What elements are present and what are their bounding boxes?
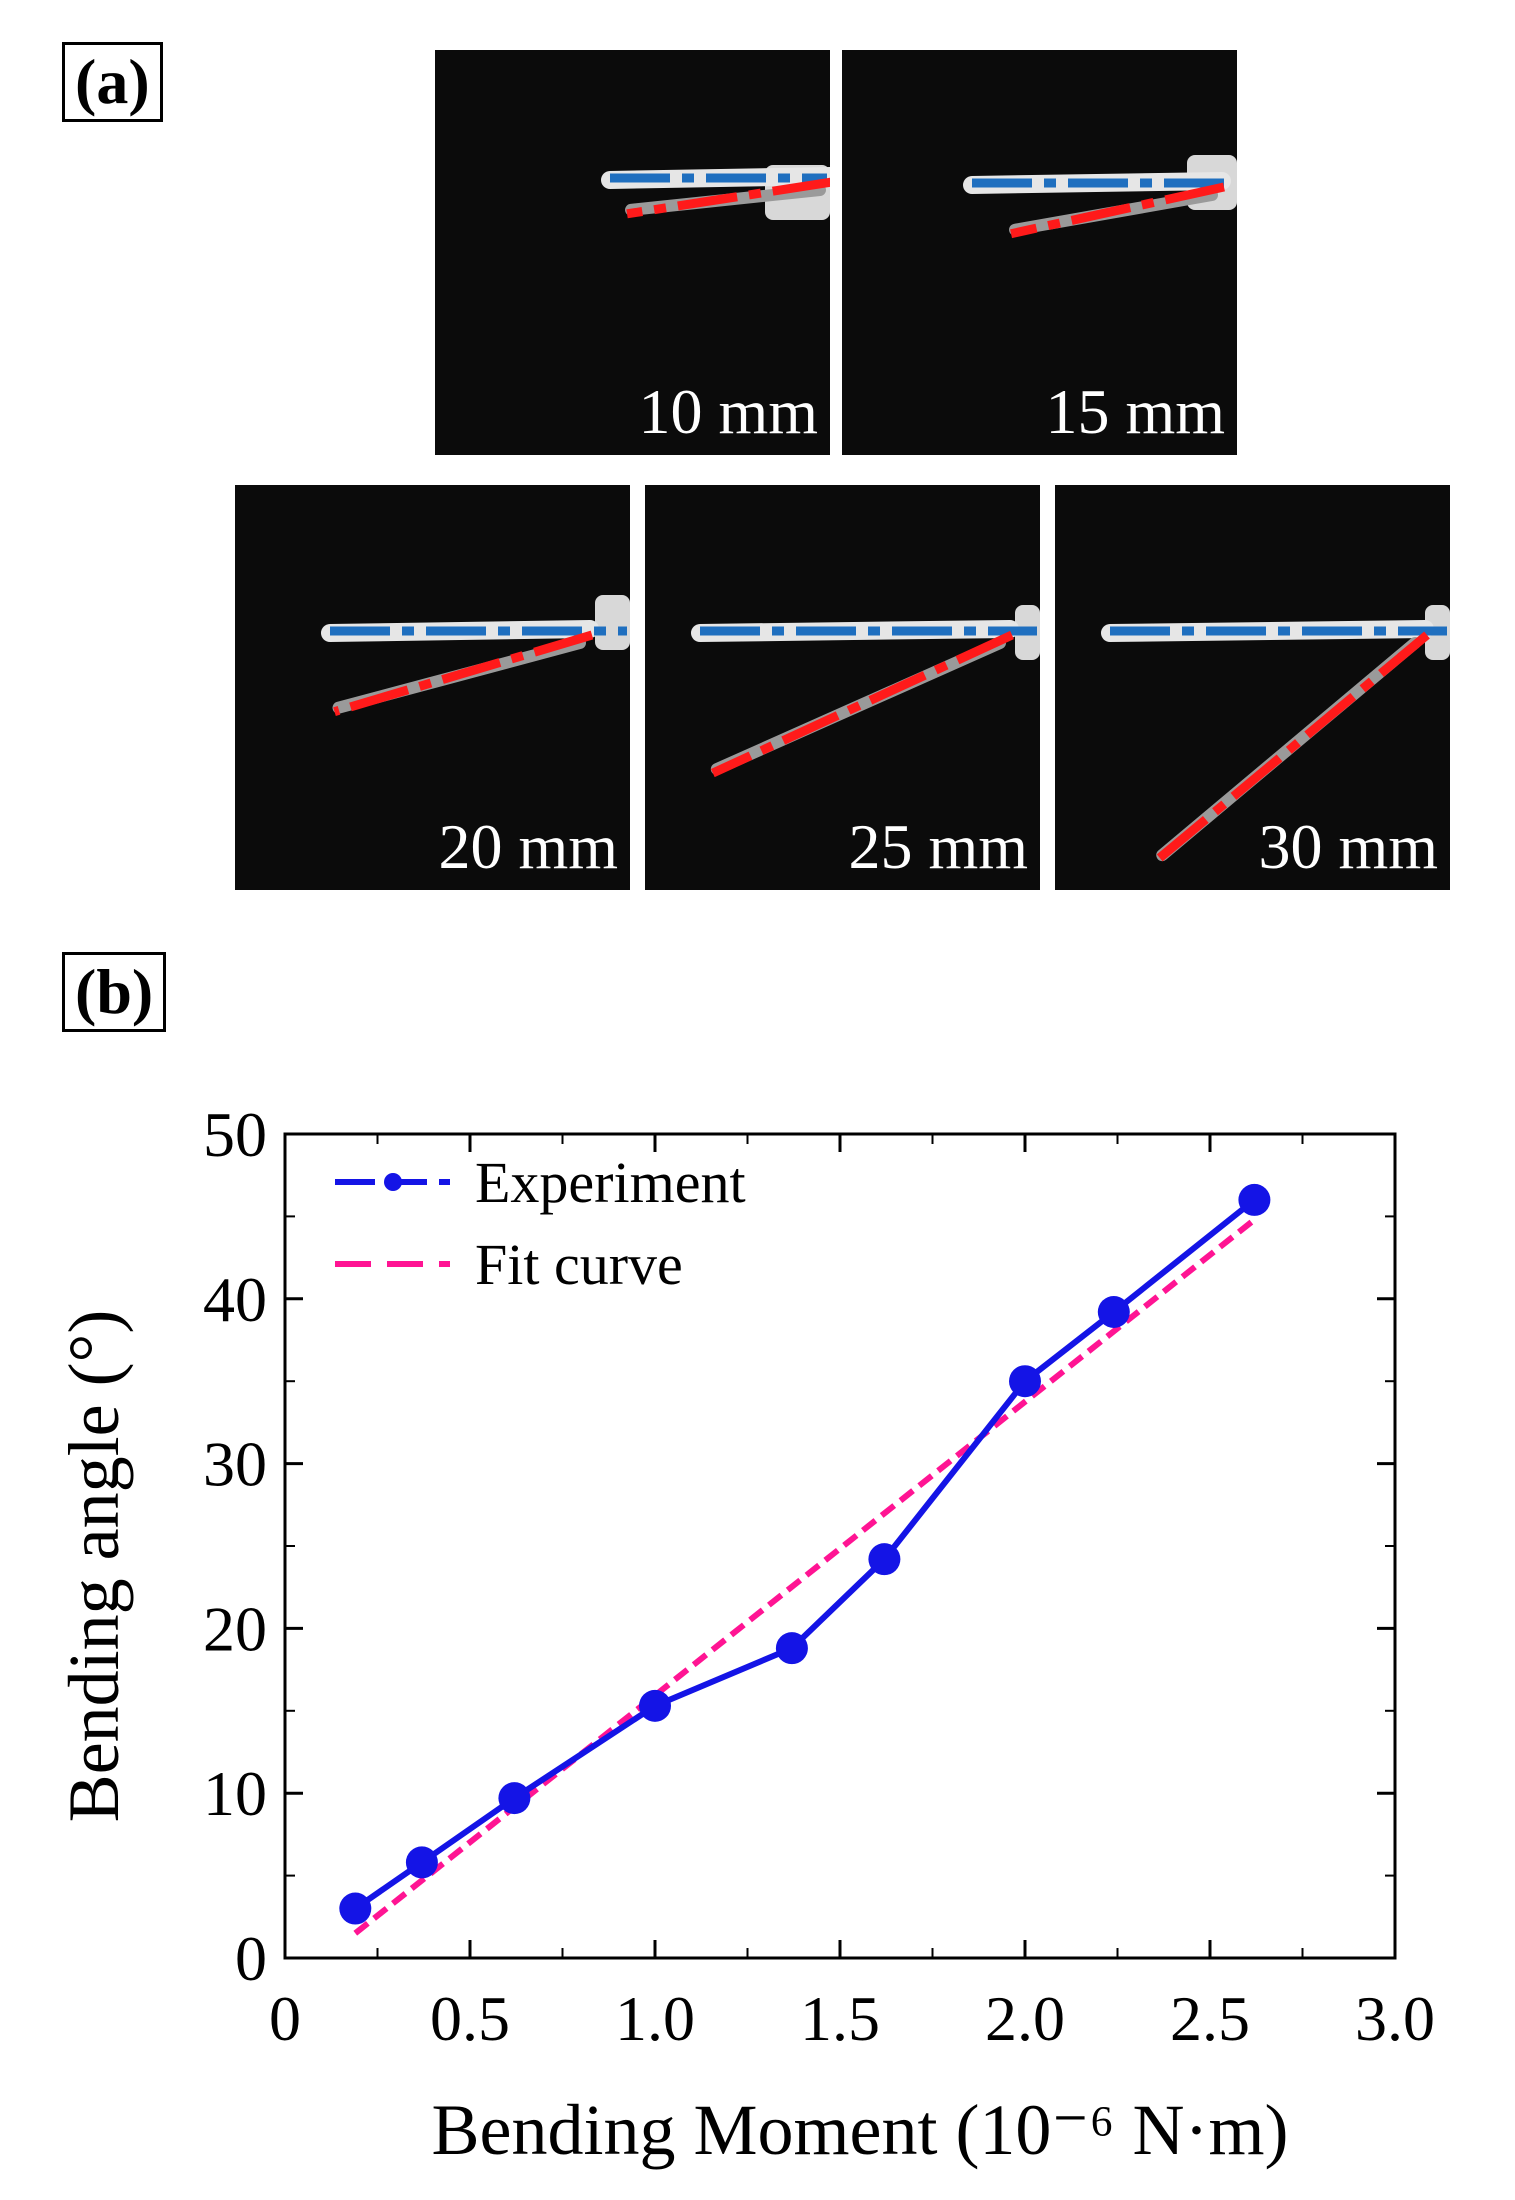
x-tick-label: 1.0	[615, 1983, 695, 2054]
photo-overlay	[321, 595, 630, 717]
distance-label-10mm: 10 mm	[638, 376, 818, 447]
panel-label-b: (b)	[62, 952, 167, 1032]
x-tick-label: 1.5	[800, 1983, 880, 2054]
photo-30mm: 30 mm	[1055, 485, 1450, 890]
photo-overlay	[691, 605, 1040, 778]
clamp-holder	[595, 595, 630, 650]
experiment-point	[639, 1689, 671, 1722]
panel-label-a: (a)	[62, 42, 163, 122]
bend-line	[1010, 182, 1225, 239]
photo-20mm: 20 mm	[235, 485, 630, 890]
photo-overlay	[601, 165, 830, 220]
distance-label-15mm: 15 mm	[1045, 376, 1225, 447]
experiment-point	[1009, 1365, 1041, 1398]
bending-chart: 0 0.5 1.0 1.5 2.0 2.5 3.0 0 10 20 30 40 50 Bending Mo…	[54, 1099, 1435, 2170]
experiment-point	[498, 1782, 531, 1815]
experiment-point	[1238, 1183, 1271, 1216]
x-tick-label: 0.5	[430, 1983, 510, 2054]
bend-line	[1155, 631, 1430, 863]
photo-10mm: 10 mm	[435, 50, 830, 455]
x-tick-label: 0	[269, 1983, 301, 2054]
y-tick-label: 40	[203, 1264, 267, 1335]
x-tick-label: 2.0	[985, 1983, 1065, 2054]
y-tick-label: 50	[203, 1099, 267, 1170]
legend-fit-label: Fit curve	[475, 1232, 683, 1297]
experiment-point	[339, 1892, 372, 1925]
photo-overlay	[963, 155, 1237, 239]
experiment-point	[868, 1543, 901, 1576]
distance-label-25mm: 25 mm	[848, 811, 1028, 882]
y-tick-label: 10	[203, 1758, 267, 1829]
x-axis-label: Bending Moment (10⁻⁶ N·m)	[431, 2090, 1288, 2170]
distance-label-30mm: 30 mm	[1258, 811, 1438, 882]
x-tick-label: 2.5	[1170, 1983, 1250, 2054]
plot-frame	[283, 1132, 1397, 1960]
legend-experiment-marker	[384, 1173, 402, 1191]
legend-experiment-label: Experiment	[475, 1150, 746, 1215]
photo-15mm: 15 mm	[842, 50, 1237, 455]
bend-line	[710, 630, 1014, 778]
photo-overlay	[1101, 605, 1450, 863]
distance-label-20mm: 20 mm	[438, 811, 618, 882]
y-tick-label: 0	[235, 1923, 267, 1994]
bend-line	[626, 177, 830, 219]
y-tick-label: 30	[203, 1429, 267, 1500]
x-tick-label: 3.0	[1355, 1983, 1435, 2054]
experiment-point	[1097, 1295, 1130, 1328]
experiment-point	[405, 1846, 438, 1879]
y-axis-label: Bending angle (°)	[54, 1310, 134, 1823]
photo-25mm: 25 mm	[645, 485, 1040, 890]
bend-line	[333, 630, 594, 717]
experiment-point	[775, 1632, 808, 1665]
y-tick-label: 20	[203, 1593, 267, 1664]
